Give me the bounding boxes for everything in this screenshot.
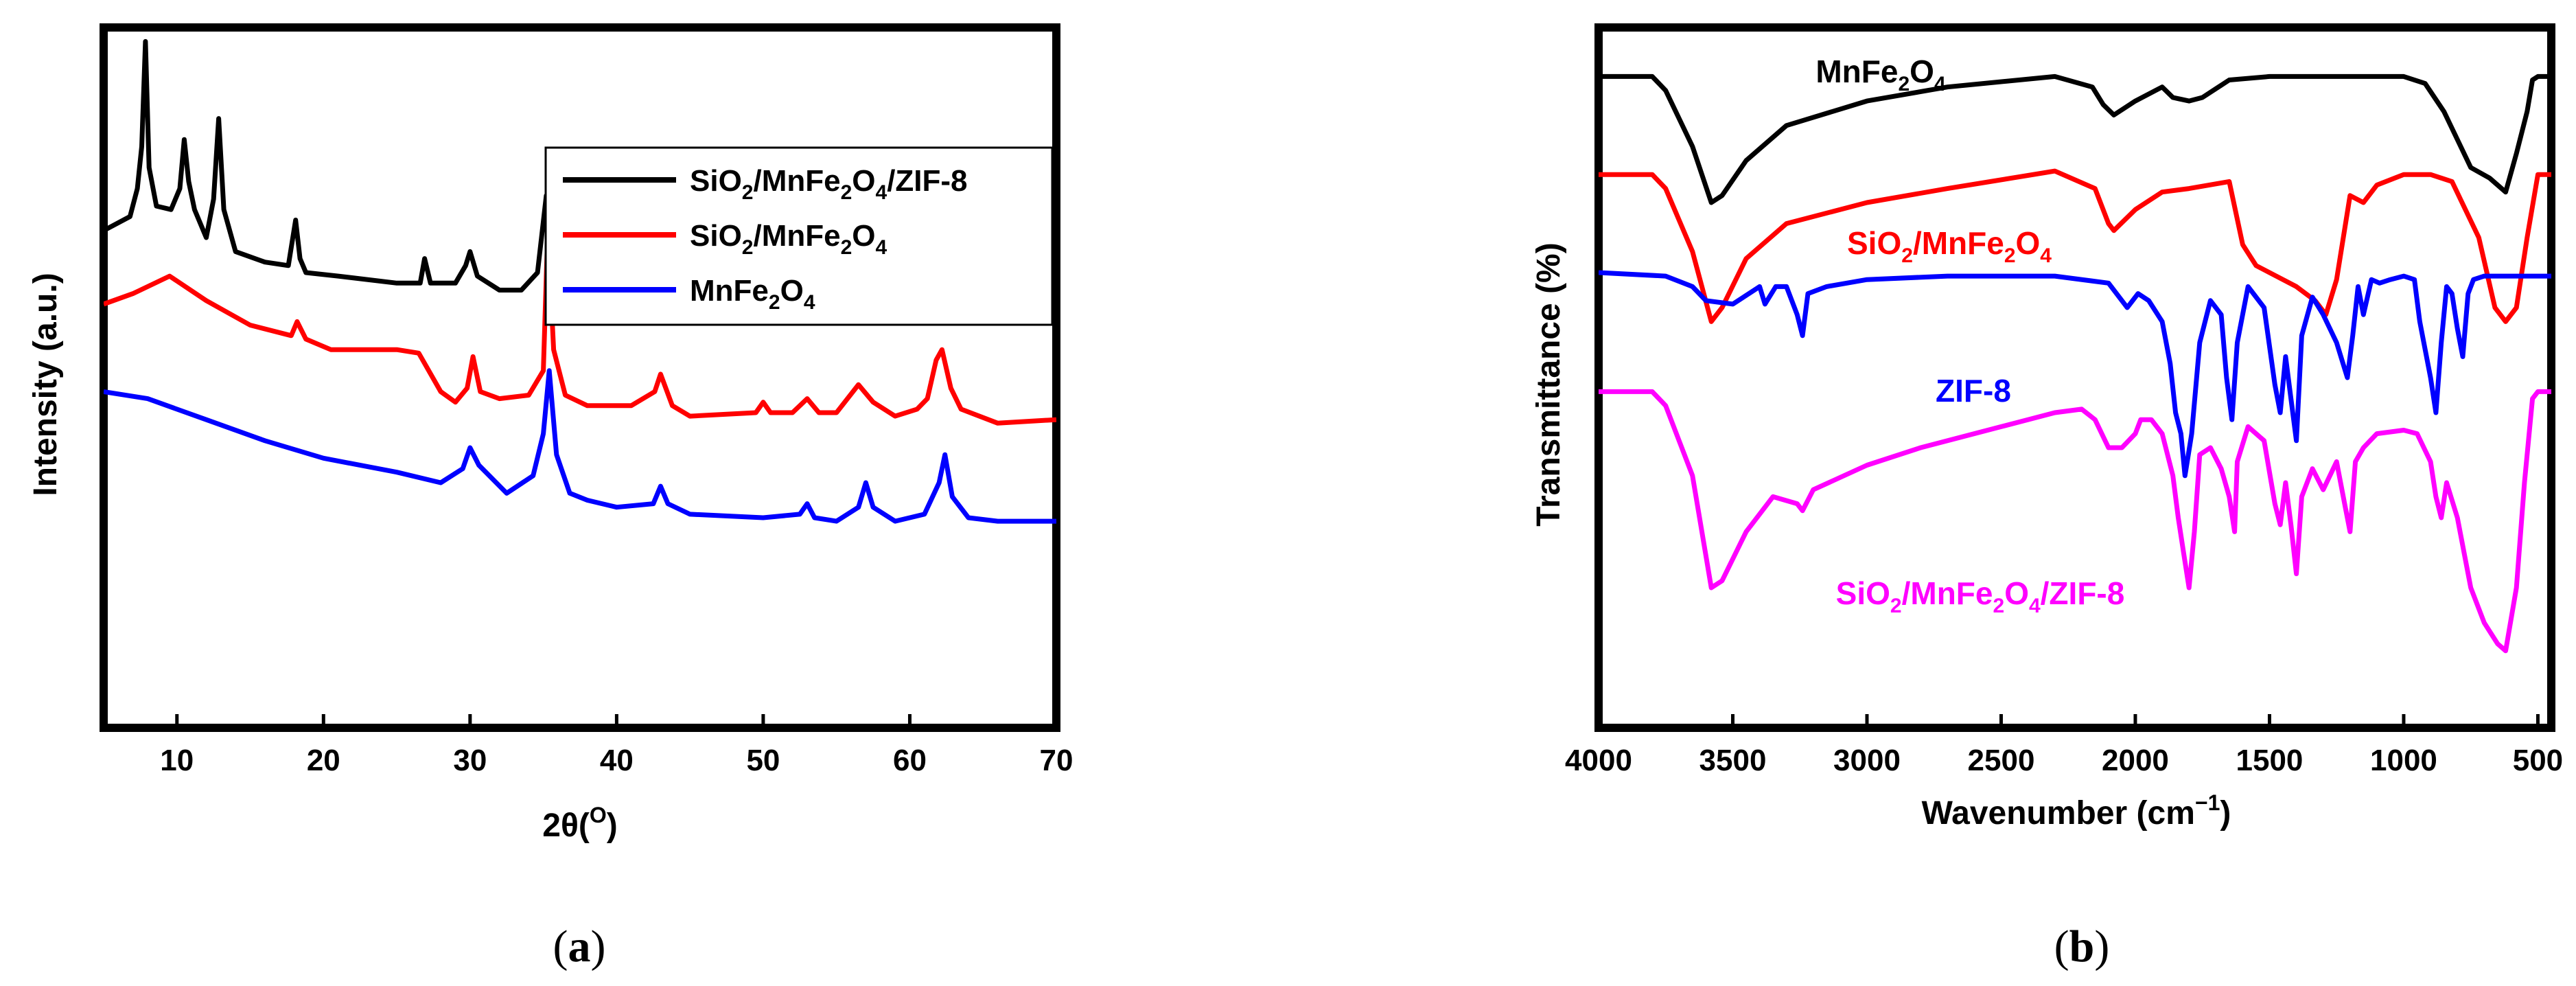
series-line-sio2-mnfe2o4: [104, 228, 1056, 426]
panel-b-ftir-chart: 4000 3500 3000 2500 2000 1500 1000 500 MnFe2O4 S…: [1531, 23, 2563, 972]
x-axis-ticks: 10 20 30 40 50 60 70: [160, 714, 1073, 777]
legend: SiO2/MnFe2O4/ZIF-8 SiO2/MnFe2O4 MnFe2O4: [544, 146, 1054, 326]
x-tick-label: 1000: [2370, 744, 2437, 777]
x-tick-label: 500: [2513, 744, 2563, 777]
series-line-mnfe2o4: [1599, 73, 2551, 205]
x-axis-label: Wavenumber (cm−1): [1922, 790, 2231, 832]
series-line-sio2-mnfe2o4-zif-8: [1599, 389, 2551, 654]
plot-frame: [1594, 23, 2555, 732]
x-tick-label: 20: [307, 744, 340, 777]
x-tick-label: 3000: [1833, 744, 1901, 777]
x-tick-label: 2500: [1968, 744, 2035, 777]
x-tick-label: 4000: [1565, 744, 1632, 777]
x-tick-label: 70: [1040, 744, 1074, 777]
x-axis-label: 2θ(O): [542, 803, 618, 844]
series-lines: [1599, 73, 2551, 654]
series-label-mnfe2o4: MnFe2O4: [1815, 54, 1946, 95]
x-tick-label: 60: [893, 744, 927, 777]
legend-label-mnfe2o4: MnFe2O4: [690, 274, 815, 314]
series-label-zif-8: ZIF-8: [1936, 373, 2011, 409]
x-tick-label: 30: [453, 744, 487, 777]
series-label-sio2-mnfe2o4-zif-8: SiO2/MnFe2O4/ZIF-8: [1836, 575, 2125, 617]
legend-label-sio2-mnfe2o4-zif-8: SiO2/MnFe2O4/ZIF-8: [690, 164, 968, 204]
series-line-sio2-mnfe2o4: [1599, 168, 2551, 324]
x-tick-label: 10: [160, 744, 194, 777]
y-axis-label: Intensity (a.u.): [27, 273, 64, 496]
legend-label-sio2-mnfe2o4: SiO2/MnFe2O4: [690, 219, 887, 259]
plot-frame: [100, 23, 1060, 732]
series-line-zif-8: [1599, 270, 2551, 479]
x-tick-label: 40: [600, 744, 634, 777]
x-axis-ticks: 4000 3500 3000 2500 2000 1500 1000 500: [1565, 714, 2563, 777]
panel-label-a: (a): [553, 921, 606, 972]
x-tick-label: 1500: [2236, 744, 2304, 777]
series-line-mnfe2o4: [104, 368, 1056, 524]
y-axis-label: Transmittance (%): [1531, 242, 1567, 526]
panel-label-b: (b): [2054, 921, 2110, 972]
x-tick-label: 50: [746, 744, 780, 777]
x-tick-label: 3500: [1699, 744, 1767, 777]
panel-a-xrd-chart: 10 20 30 40 50 60 70 SiO2/MnFe2O4/ZIF-8SiO2/Mn…: [27, 23, 1073, 972]
series-labels: MnFe2O4 SiO2/MnFe2O4 ZIF-8 SiO2/MnFe2O4/ZIF…: [1815, 54, 2124, 617]
series-label-sio2-mnfe2o4: SiO2/MnFe2O4: [1847, 225, 2052, 267]
x-tick-label: 2000: [2102, 744, 2169, 777]
